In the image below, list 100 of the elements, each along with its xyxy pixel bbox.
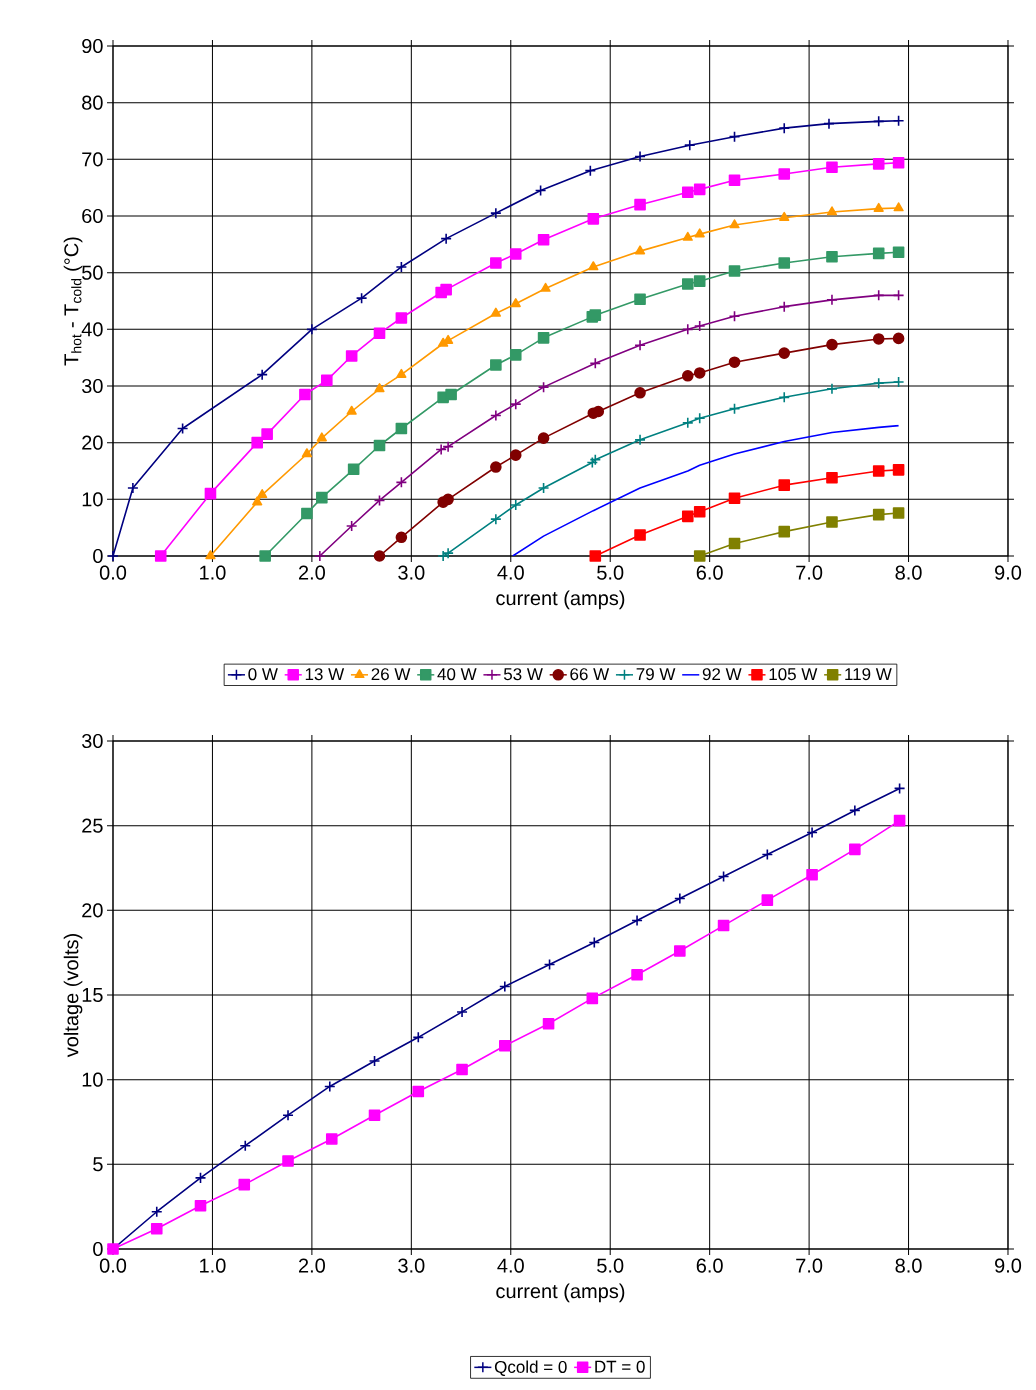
point xyxy=(107,550,119,562)
legend-label: 92 W xyxy=(702,668,742,681)
point xyxy=(779,211,790,221)
point xyxy=(323,1080,336,1093)
point xyxy=(682,231,693,241)
point xyxy=(204,487,217,500)
point xyxy=(325,1133,338,1145)
point xyxy=(826,472,838,484)
point xyxy=(490,461,502,473)
point xyxy=(634,150,646,163)
point xyxy=(537,381,550,393)
legend-label: Qcold = 0 xyxy=(494,1360,567,1376)
legend-label: 105 W xyxy=(769,668,818,681)
point xyxy=(728,356,741,368)
point xyxy=(490,359,502,371)
point xyxy=(681,323,694,336)
point xyxy=(778,122,791,134)
x-tick-label: 2.0 xyxy=(298,565,325,580)
legend-label: 13 W xyxy=(305,668,345,681)
point xyxy=(728,492,741,504)
y-tick-label: 0 xyxy=(93,548,103,564)
point xyxy=(316,432,327,442)
point xyxy=(490,513,502,525)
point xyxy=(373,327,386,340)
x-tick-label: 7.0 xyxy=(796,565,823,580)
point xyxy=(316,491,328,504)
legend-label: 66 W xyxy=(570,668,610,681)
legend-label: 0 W xyxy=(248,668,278,681)
point xyxy=(872,508,885,521)
point xyxy=(729,219,740,229)
x-tick-label: 6.0 xyxy=(696,565,723,580)
point xyxy=(456,1006,468,1018)
point xyxy=(373,550,386,562)
y-tick-label: 30 xyxy=(81,378,103,394)
y-tick-label: 60 xyxy=(82,208,103,224)
point xyxy=(693,320,706,332)
point xyxy=(509,449,522,461)
point xyxy=(634,198,646,211)
x-tick-label: 1.0 xyxy=(200,1258,226,1273)
point xyxy=(778,525,791,538)
point xyxy=(872,465,885,477)
point xyxy=(693,183,706,196)
point xyxy=(631,968,643,981)
point xyxy=(395,312,408,324)
point xyxy=(728,310,741,323)
point xyxy=(251,436,263,449)
point xyxy=(150,1222,163,1235)
y-tick-label: 80 xyxy=(82,95,103,110)
point xyxy=(873,202,884,212)
y-axis-title: voltage (volts) xyxy=(63,934,83,1058)
point xyxy=(373,439,386,452)
point xyxy=(509,499,522,511)
x-axis-title: current (amps) xyxy=(496,1283,625,1303)
y-tick-label: 25 xyxy=(82,818,103,833)
point xyxy=(252,496,263,506)
point xyxy=(849,843,861,856)
point xyxy=(893,202,904,212)
point xyxy=(537,432,550,444)
point xyxy=(849,804,861,817)
point xyxy=(534,184,547,197)
point xyxy=(634,339,646,351)
point xyxy=(368,1055,381,1067)
point xyxy=(301,507,313,520)
point xyxy=(589,357,602,370)
point xyxy=(490,307,501,317)
point xyxy=(872,247,885,260)
point xyxy=(256,368,268,381)
point xyxy=(194,1172,207,1184)
point xyxy=(778,347,791,359)
point xyxy=(127,482,139,494)
point xyxy=(681,370,694,382)
x-axis-title: current (amps) xyxy=(496,590,625,610)
point xyxy=(778,257,791,269)
point xyxy=(321,374,333,387)
x-tick-label: 7.0 xyxy=(796,1258,823,1273)
point xyxy=(396,368,407,378)
point xyxy=(717,919,730,932)
point xyxy=(239,1139,252,1152)
point xyxy=(826,516,838,528)
point xyxy=(282,1155,294,1167)
point xyxy=(442,440,454,453)
point xyxy=(440,232,452,245)
x-tick-label: 0.0 xyxy=(99,1258,127,1273)
point xyxy=(693,275,706,287)
y-tick-label: 0 xyxy=(93,1241,103,1257)
point xyxy=(395,476,408,489)
y-tick-label: 90 xyxy=(82,38,103,54)
point xyxy=(543,958,556,971)
point xyxy=(154,550,167,562)
point xyxy=(826,161,838,174)
point xyxy=(537,234,550,246)
x-tick-label: 8.0 xyxy=(895,565,922,580)
point xyxy=(412,1031,425,1044)
legend-label: 40 W xyxy=(437,668,477,681)
point xyxy=(301,448,313,458)
point xyxy=(674,945,686,957)
point xyxy=(693,550,706,562)
point xyxy=(826,294,838,306)
point xyxy=(826,251,838,263)
point xyxy=(872,289,885,302)
